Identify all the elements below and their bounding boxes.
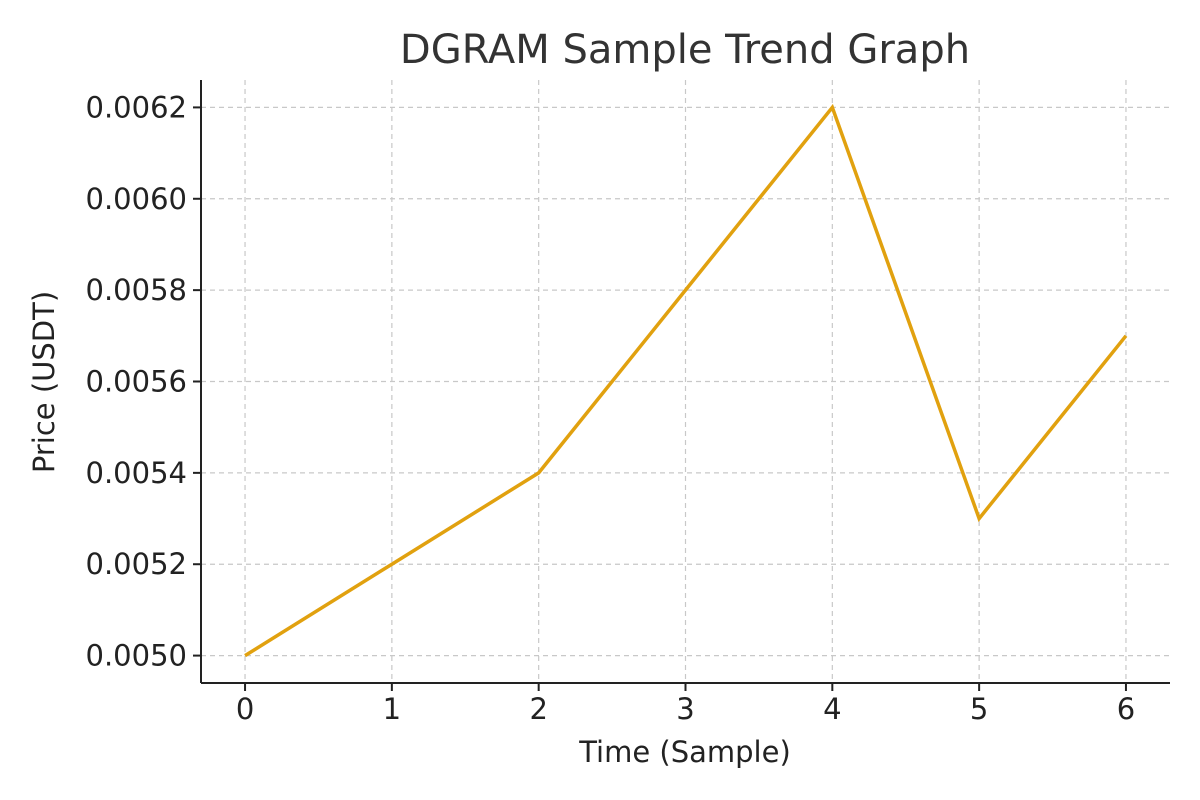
- y-tick-label-3: 0.0056: [86, 365, 187, 399]
- x-tick-label-1: 1: [383, 692, 401, 726]
- y-tick-label-6: 0.0062: [86, 90, 187, 124]
- y-axis-label: Price (USDT): [27, 291, 61, 473]
- x-tick-label-0: 0: [236, 692, 254, 726]
- x-tick-label-3: 3: [676, 692, 694, 726]
- ticks-layer: 0 1 2 3 4 5 6 0.0050 0.0052 0.0054 0.0056 0.0058 0.0…: [86, 90, 1136, 726]
- y-tick-label-5: 0.0060: [86, 182, 187, 216]
- y-tick-label-1: 0.0052: [86, 547, 187, 581]
- x-axis-label: Time (Sample): [578, 735, 791, 769]
- y-tick-label-4: 0.0058: [86, 273, 187, 307]
- y-tick-label-0: 0.0050: [86, 639, 187, 673]
- chart-title: DGRAM Sample Trend Graph: [400, 27, 970, 73]
- x-tick-label-5: 5: [970, 692, 988, 726]
- y-tick-label-2: 0.0054: [86, 456, 187, 490]
- x-tick-label-6: 6: [1117, 692, 1135, 726]
- grid-layer: [201, 80, 1170, 683]
- series-layer: [244, 103, 1128, 658]
- x-tick-label-2: 2: [529, 692, 547, 726]
- x-tick-label-4: 4: [823, 692, 841, 726]
